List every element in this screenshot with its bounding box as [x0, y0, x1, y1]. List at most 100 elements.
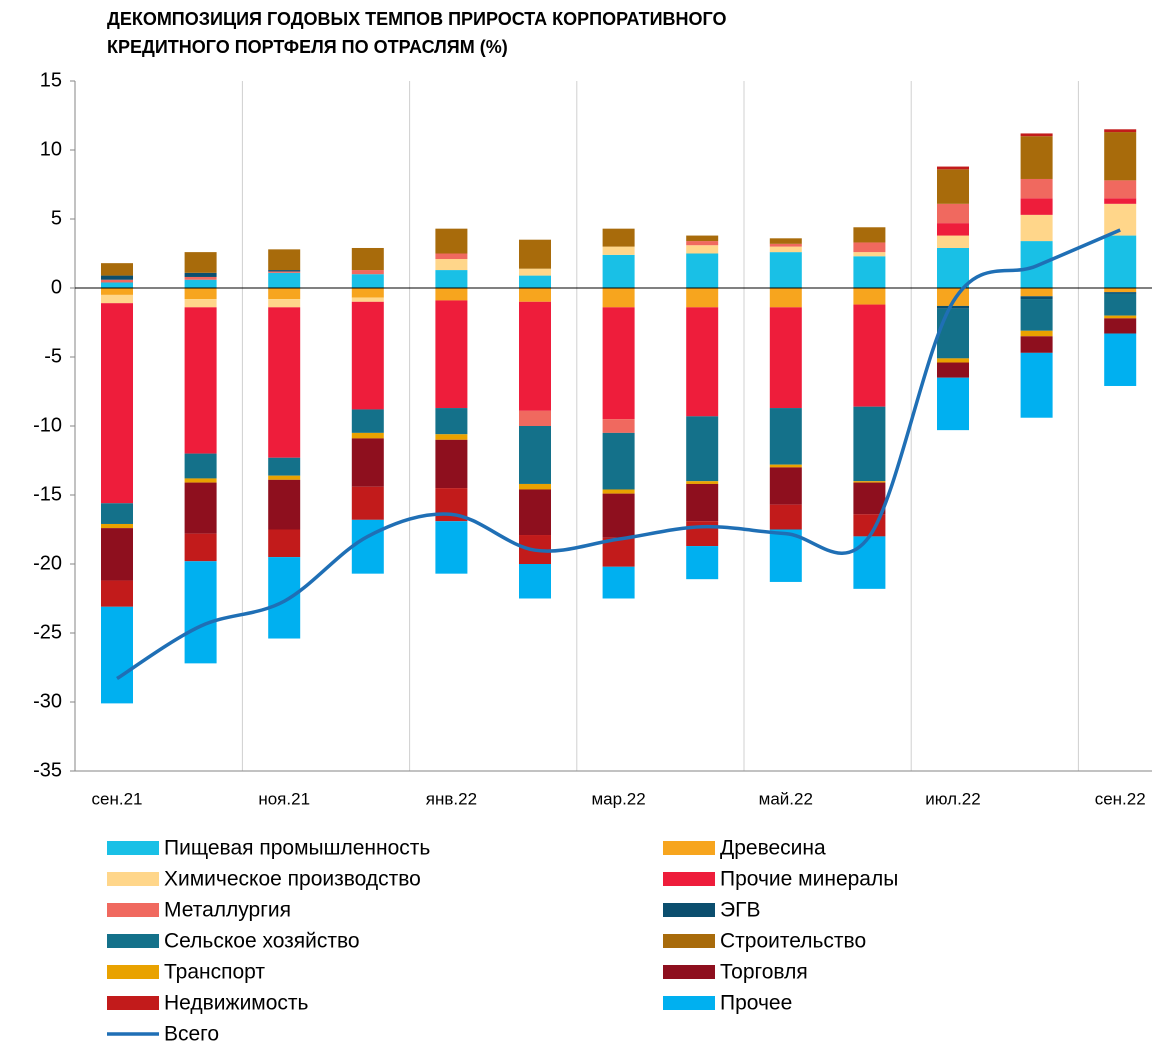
bar	[1020, 198, 1053, 215]
bar	[686, 288, 719, 308]
bar	[1020, 178, 1053, 199]
y-tick-label: -10	[33, 414, 62, 436]
y-tick-label: -15	[33, 483, 62, 505]
x-tick-label: мар.22	[591, 789, 645, 808]
bar	[351, 486, 384, 520]
bar	[184, 482, 217, 534]
bar	[1020, 330, 1053, 337]
legend-swatch	[663, 934, 715, 948]
bar	[602, 489, 635, 494]
bar	[853, 481, 886, 483]
bar	[1104, 129, 1137, 133]
bar	[853, 227, 886, 243]
y-tick-label: -25	[33, 621, 62, 643]
bar	[351, 519, 384, 574]
bar	[1020, 352, 1053, 418]
bar	[519, 483, 551, 490]
bar	[937, 166, 969, 170]
bar	[769, 408, 802, 465]
bar	[351, 274, 384, 288]
bar	[853, 288, 886, 305]
bar	[101, 503, 133, 524]
legend-swatch	[663, 996, 715, 1010]
x-tick-label: сен.21	[92, 789, 143, 808]
y-tick-label: 15	[40, 69, 62, 91]
bar	[268, 529, 301, 558]
bar	[101, 528, 133, 581]
bar	[351, 297, 384, 302]
bar	[853, 252, 886, 257]
bar	[1020, 336, 1053, 353]
bar	[184, 272, 217, 277]
legend-swatch	[107, 996, 159, 1010]
bar	[686, 307, 719, 417]
bar	[268, 479, 301, 530]
bar	[435, 228, 468, 254]
bar	[1020, 214, 1053, 242]
legend-swatch	[107, 965, 159, 979]
bar	[101, 282, 133, 288]
x-tick-label: ноя.21	[258, 789, 310, 808]
bar	[686, 253, 719, 288]
bar	[1104, 333, 1137, 386]
bar	[268, 557, 301, 639]
bar	[435, 270, 468, 288]
bar	[268, 457, 301, 476]
bar	[101, 288, 133, 295]
bar	[268, 271, 301, 273]
bar	[184, 453, 217, 479]
bar	[686, 481, 719, 484]
bar	[351, 438, 384, 487]
bar	[351, 270, 384, 275]
legend-swatch	[107, 841, 159, 855]
legend-label: Прочее	[720, 992, 792, 1015]
bar	[184, 533, 217, 562]
x-tick-label: янв.22	[426, 789, 477, 808]
bar	[1020, 133, 1053, 137]
bar	[937, 305, 969, 309]
bar	[519, 489, 551, 536]
bar	[686, 483, 719, 522]
bar	[351, 409, 384, 433]
bar	[937, 203, 969, 224]
bar	[435, 288, 468, 301]
y-tick-label: -20	[33, 552, 62, 574]
bar	[937, 308, 969, 359]
bar	[602, 566, 635, 599]
bar	[1020, 288, 1053, 297]
bar	[101, 523, 133, 529]
bar	[435, 521, 468, 574]
x-tick-label: сен.22	[1095, 789, 1146, 808]
bar	[351, 301, 384, 410]
bar	[519, 268, 551, 276]
bar	[519, 426, 551, 484]
legend-label: Сельское хозяйство	[164, 930, 360, 953]
bar	[602, 246, 635, 255]
legend-swatch	[107, 872, 159, 886]
bar	[602, 228, 635, 247]
bar	[853, 242, 886, 253]
bar	[268, 307, 301, 458]
legend-swatch	[663, 965, 715, 979]
bar	[853, 406, 886, 482]
bar	[769, 238, 802, 244]
bar	[853, 536, 886, 589]
bar	[1020, 296, 1053, 300]
legend-swatch	[663, 872, 715, 886]
bar	[435, 408, 468, 435]
legend-label: Химическое производство	[164, 868, 421, 891]
bar	[1104, 315, 1137, 319]
bar	[853, 482, 886, 515]
bar	[937, 362, 969, 378]
y-tick-label: -30	[33, 690, 62, 712]
bar	[1104, 198, 1137, 204]
legend-label: Металлургия	[164, 899, 291, 922]
bar	[268, 475, 301, 480]
bar	[435, 300, 468, 409]
bar	[184, 279, 217, 288]
bar	[769, 246, 802, 253]
bar	[1104, 318, 1137, 334]
bar	[519, 288, 551, 302]
bar	[1104, 292, 1137, 294]
bar	[937, 223, 969, 236]
